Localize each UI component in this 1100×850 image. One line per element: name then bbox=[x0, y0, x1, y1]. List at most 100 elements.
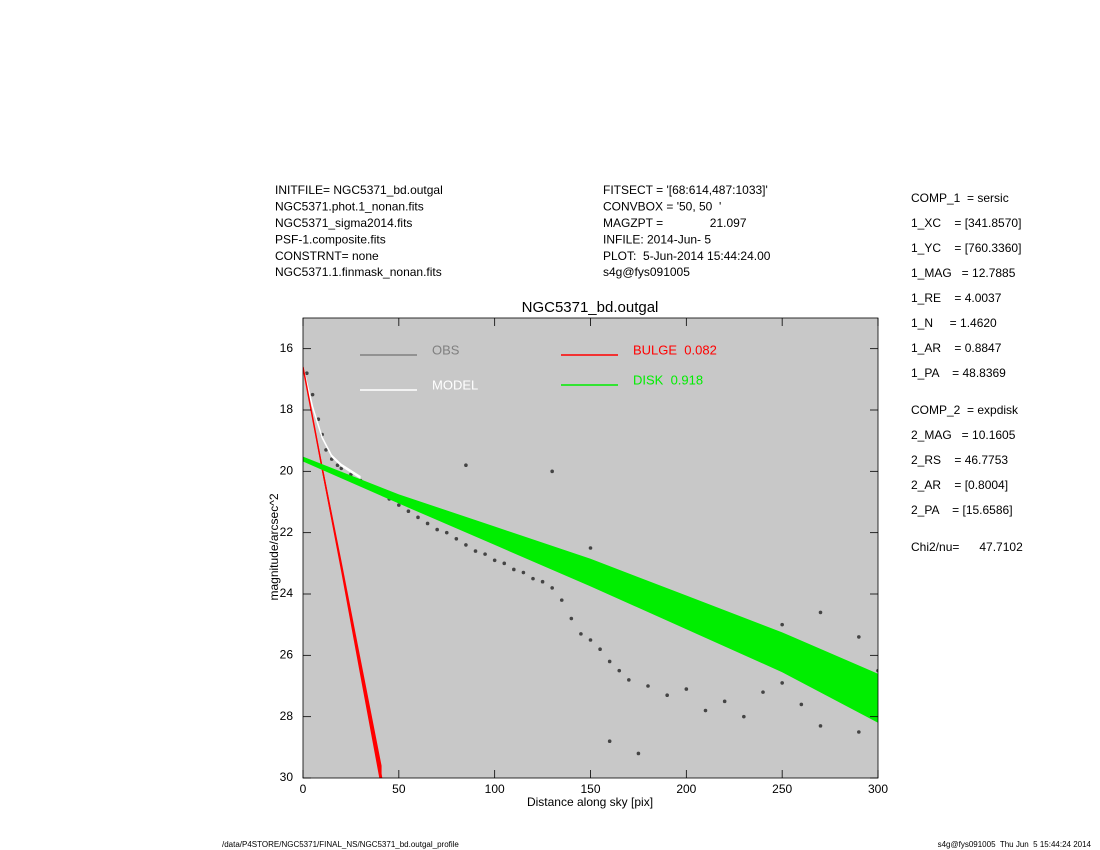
obs-point bbox=[761, 690, 765, 694]
x-tick-label: 200 bbox=[676, 782, 696, 796]
header-middle-line: CONVBOX = '50, 50 ' bbox=[603, 200, 721, 214]
obs-point bbox=[665, 693, 669, 697]
obs-point bbox=[684, 687, 689, 691]
obs-point bbox=[483, 552, 487, 556]
x-tick-label: 150 bbox=[580, 782, 600, 796]
header-left-line: INITFILE= NGC5371_bd.outgal bbox=[275, 183, 443, 197]
y-tick-label: 30 bbox=[280, 770, 294, 784]
header-middle-line: PLOT: 5-Jun-2014 15:44:24.00 bbox=[603, 249, 771, 263]
y-tick-label: 20 bbox=[280, 464, 294, 478]
component-band bbox=[303, 456, 878, 723]
y-tick-label: 24 bbox=[280, 586, 294, 600]
chart-title: NGC5371_bd.outgal bbox=[522, 299, 659, 316]
obs-point bbox=[617, 668, 622, 673]
obs-point bbox=[780, 622, 784, 627]
header-middle-line: FITSECT = '[68:614,487:1033]' bbox=[603, 183, 768, 197]
footer-stamp: s4g@fys091005 Thu Jun 5 15:44:24 2014 bbox=[938, 840, 1092, 849]
parameter-line: 1_N = 1.4620 bbox=[911, 316, 997, 330]
legend-label: OBS bbox=[432, 342, 460, 357]
obs-point bbox=[607, 739, 612, 743]
obs-point bbox=[454, 537, 459, 541]
y-tick-label: 28 bbox=[280, 709, 294, 723]
x-tick-label: 250 bbox=[772, 782, 792, 796]
header-left-line: PSF-1.composite.fits bbox=[275, 232, 386, 246]
obs-point bbox=[703, 708, 708, 713]
obs-point bbox=[559, 598, 564, 602]
obs-point bbox=[550, 469, 554, 474]
legend-label: MODEL bbox=[432, 377, 478, 392]
obs-point bbox=[799, 702, 804, 707]
obs-point bbox=[473, 549, 478, 553]
obs-point bbox=[502, 561, 507, 566]
parameter-line: COMP_1 = sersic bbox=[911, 191, 1009, 205]
obs-point bbox=[425, 521, 430, 526]
obs-point bbox=[335, 463, 340, 468]
parameter-line: 1_AR = 0.8847 bbox=[911, 341, 1002, 355]
obs-point bbox=[310, 392, 315, 397]
header-left-line: CONSTRNT= none bbox=[275, 249, 379, 263]
y-tick-label: 22 bbox=[280, 525, 294, 539]
parameter-line: 1_XC = [341.8570] bbox=[911, 216, 1021, 230]
parameter-line: 2_PA = [15.6586] bbox=[911, 503, 1013, 517]
header-left-line: NGC5371.phot.1_nonan.fits bbox=[275, 200, 424, 214]
y-tick-label: 26 bbox=[280, 648, 294, 662]
obs-point bbox=[397, 503, 401, 507]
header-middle-line: INFILE: 2014-Jun- 5 bbox=[603, 232, 711, 246]
x-tick-label: 0 bbox=[300, 782, 307, 796]
parameter-line: 1_RE = 4.0037 bbox=[911, 291, 1002, 305]
obs-point bbox=[550, 586, 554, 590]
obs-point bbox=[722, 699, 727, 704]
obs-point bbox=[569, 616, 574, 621]
obs-point bbox=[305, 371, 309, 376]
x-tick-label: 50 bbox=[392, 782, 406, 796]
parameter-line: 1_YC = [760.3360] bbox=[911, 241, 1021, 255]
obs-point bbox=[464, 463, 468, 468]
parameter-line: 2_AR = [0.8004] bbox=[911, 478, 1008, 492]
component-line bbox=[303, 366, 383, 778]
footer-path: /data/P4STORE/NGC5371/FINAL_NS/NGC5371_b… bbox=[222, 840, 459, 849]
obs-point bbox=[588, 638, 593, 642]
legend-label: BULGE 0.082 bbox=[633, 342, 717, 357]
x-tick-label: 100 bbox=[485, 782, 505, 796]
obs-point bbox=[492, 558, 497, 563]
obs-point bbox=[324, 448, 328, 452]
parameter-line: COMP_2 = expdisk bbox=[911, 403, 1019, 417]
obs-point bbox=[818, 724, 823, 728]
legend-label: DISK 0.918 bbox=[633, 372, 703, 387]
obs-point bbox=[512, 567, 516, 572]
obs-point bbox=[435, 527, 439, 532]
obs-point bbox=[857, 635, 861, 639]
obs-point bbox=[857, 730, 861, 734]
obs-point bbox=[627, 678, 631, 682]
parameter-line: Chi2/nu= 47.7102 bbox=[911, 540, 1023, 554]
obs-point bbox=[780, 681, 784, 685]
obs-point bbox=[579, 632, 583, 636]
header-middle-line: MAGZPT = 21.097 bbox=[603, 216, 747, 230]
obs-point bbox=[876, 668, 878, 673]
x-axis-label: Distance along sky [pix] bbox=[527, 795, 653, 809]
y-tick-label: 18 bbox=[280, 402, 294, 416]
obs-point bbox=[416, 515, 420, 520]
obs-point bbox=[540, 579, 545, 584]
obs-point bbox=[464, 543, 468, 547]
obs-point bbox=[339, 466, 344, 471]
obs-point bbox=[742, 714, 746, 719]
component-line bbox=[303, 458, 878, 699]
x-tick-label: 300 bbox=[868, 782, 888, 796]
header-middle-line: s4g@fys091005 bbox=[603, 265, 690, 279]
parameter-line: 2_RS = 46.7753 bbox=[911, 453, 1008, 467]
header-left-line: NGC5371_sigma2014.fits bbox=[275, 216, 412, 230]
obs-point bbox=[406, 509, 411, 513]
obs-point bbox=[646, 684, 650, 688]
obs-point bbox=[588, 546, 593, 550]
parameter-line: 1_PA = 48.8369 bbox=[911, 366, 1006, 380]
obs-point bbox=[531, 576, 535, 581]
parameter-line: 1_MAG = 12.7885 bbox=[911, 266, 1016, 280]
obs-point bbox=[444, 530, 449, 535]
obs-point bbox=[598, 647, 602, 651]
y-tick-label: 16 bbox=[280, 341, 294, 355]
obs-point bbox=[607, 659, 612, 664]
component-line bbox=[303, 366, 361, 479]
obs-point bbox=[818, 610, 823, 615]
